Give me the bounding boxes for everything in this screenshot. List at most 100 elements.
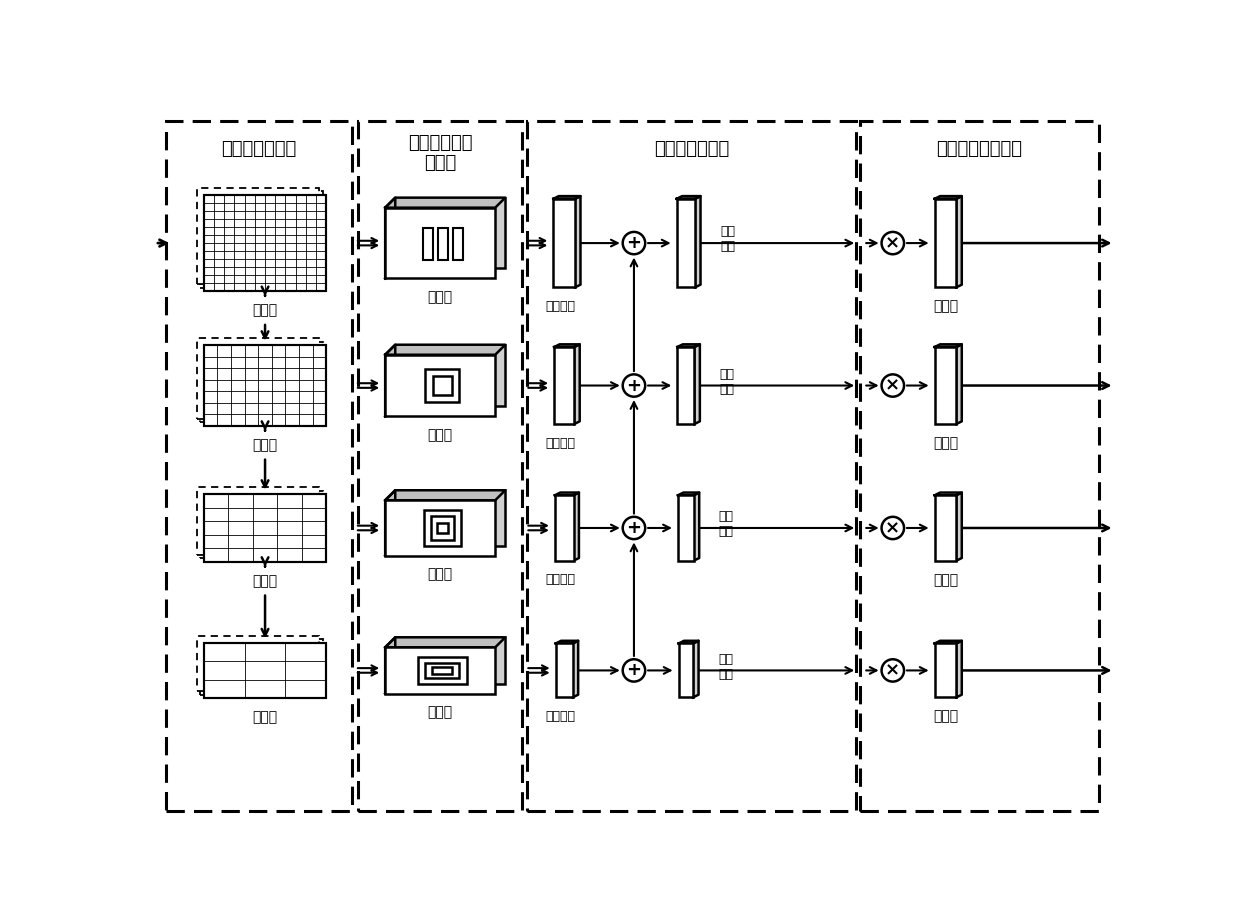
Text: ×: × xyxy=(885,376,900,395)
Text: 检测与回归子网络: 检测与回归子网络 xyxy=(936,140,1023,159)
Bar xyxy=(935,644,956,697)
Polygon shape xyxy=(935,196,962,199)
Bar xyxy=(197,338,320,419)
Bar xyxy=(677,347,694,424)
Polygon shape xyxy=(694,344,699,424)
Bar xyxy=(423,228,434,260)
Text: 分类器: 分类器 xyxy=(932,710,959,724)
Bar xyxy=(527,122,856,811)
Bar xyxy=(203,494,326,561)
Bar xyxy=(396,637,506,683)
Bar xyxy=(678,495,693,561)
Polygon shape xyxy=(956,641,962,697)
Polygon shape xyxy=(556,641,578,644)
Text: 全连
接层: 全连 接层 xyxy=(719,510,734,538)
Text: 特征图: 特征图 xyxy=(428,567,453,581)
Text: +: + xyxy=(626,519,641,537)
Bar xyxy=(396,197,506,268)
Bar xyxy=(386,501,495,556)
Text: 全连接层: 全连接层 xyxy=(546,710,575,723)
Bar xyxy=(386,207,495,278)
Bar xyxy=(433,667,453,674)
Bar xyxy=(201,342,322,422)
Text: 分类器: 分类器 xyxy=(932,300,959,313)
Polygon shape xyxy=(956,344,962,424)
Bar xyxy=(430,516,454,539)
Text: ×: × xyxy=(885,234,900,252)
Bar xyxy=(677,199,696,288)
Polygon shape xyxy=(693,641,698,697)
Polygon shape xyxy=(553,196,580,199)
Bar xyxy=(935,347,956,424)
Bar xyxy=(203,345,326,426)
Polygon shape xyxy=(386,345,506,355)
Bar xyxy=(396,491,506,546)
Polygon shape xyxy=(386,197,396,278)
Text: 特征图: 特征图 xyxy=(428,290,453,304)
Polygon shape xyxy=(386,491,396,556)
Text: 全连
接层: 全连 接层 xyxy=(720,225,735,254)
Bar xyxy=(396,345,506,407)
Text: ×: × xyxy=(885,661,900,680)
Bar xyxy=(203,643,326,698)
Bar xyxy=(433,376,451,395)
Bar xyxy=(386,647,495,693)
Bar xyxy=(861,122,1099,811)
Bar xyxy=(203,345,326,426)
Text: 候选区域生成
子网络: 候选区域生成 子网络 xyxy=(408,134,472,172)
Text: +: + xyxy=(626,234,641,252)
Bar xyxy=(935,199,956,288)
Bar xyxy=(425,663,460,678)
Polygon shape xyxy=(386,197,506,207)
Polygon shape xyxy=(956,196,962,288)
Polygon shape xyxy=(575,196,580,288)
Text: 卷积层: 卷积层 xyxy=(253,574,278,588)
Bar xyxy=(203,195,326,291)
Polygon shape xyxy=(677,344,699,347)
Bar xyxy=(554,347,574,424)
Polygon shape xyxy=(554,344,580,347)
Polygon shape xyxy=(935,492,962,495)
Bar xyxy=(197,188,320,284)
Text: 全连
接层: 全连 接层 xyxy=(719,368,734,396)
Bar xyxy=(201,192,322,288)
Polygon shape xyxy=(678,641,698,644)
Bar xyxy=(386,355,495,417)
Bar xyxy=(438,228,448,260)
Polygon shape xyxy=(573,641,578,697)
Bar xyxy=(425,369,460,403)
Bar xyxy=(166,122,352,811)
Polygon shape xyxy=(386,491,506,501)
Polygon shape xyxy=(935,344,962,347)
Bar xyxy=(201,491,322,559)
Text: 全连
接层: 全连 接层 xyxy=(718,653,733,680)
Polygon shape xyxy=(696,196,701,288)
Polygon shape xyxy=(956,492,962,561)
Text: 全连接层: 全连接层 xyxy=(546,573,575,586)
Bar xyxy=(678,644,693,697)
Bar xyxy=(424,510,461,547)
Text: 卷积层: 卷积层 xyxy=(253,710,278,725)
Polygon shape xyxy=(386,637,506,647)
Text: 分类器: 分类器 xyxy=(932,436,959,450)
Bar xyxy=(203,494,326,561)
Bar xyxy=(556,495,574,561)
Polygon shape xyxy=(935,641,962,644)
Polygon shape xyxy=(677,196,701,199)
Bar xyxy=(197,636,320,692)
Bar xyxy=(358,122,522,811)
Bar xyxy=(201,639,322,694)
Text: +: + xyxy=(626,376,641,395)
Text: 特征提取子网络: 特征提取子网络 xyxy=(221,140,296,159)
Polygon shape xyxy=(678,492,699,495)
Bar xyxy=(935,495,956,561)
Polygon shape xyxy=(386,637,396,693)
Polygon shape xyxy=(556,492,579,495)
Text: 全连接层: 全连接层 xyxy=(546,300,575,313)
Text: 回溯关系子网络: 回溯关系子网络 xyxy=(653,140,729,159)
Text: 分类器: 分类器 xyxy=(932,573,959,587)
Bar xyxy=(553,199,575,288)
Polygon shape xyxy=(573,492,579,561)
Text: 卷积层: 卷积层 xyxy=(253,438,278,452)
Polygon shape xyxy=(386,345,396,417)
